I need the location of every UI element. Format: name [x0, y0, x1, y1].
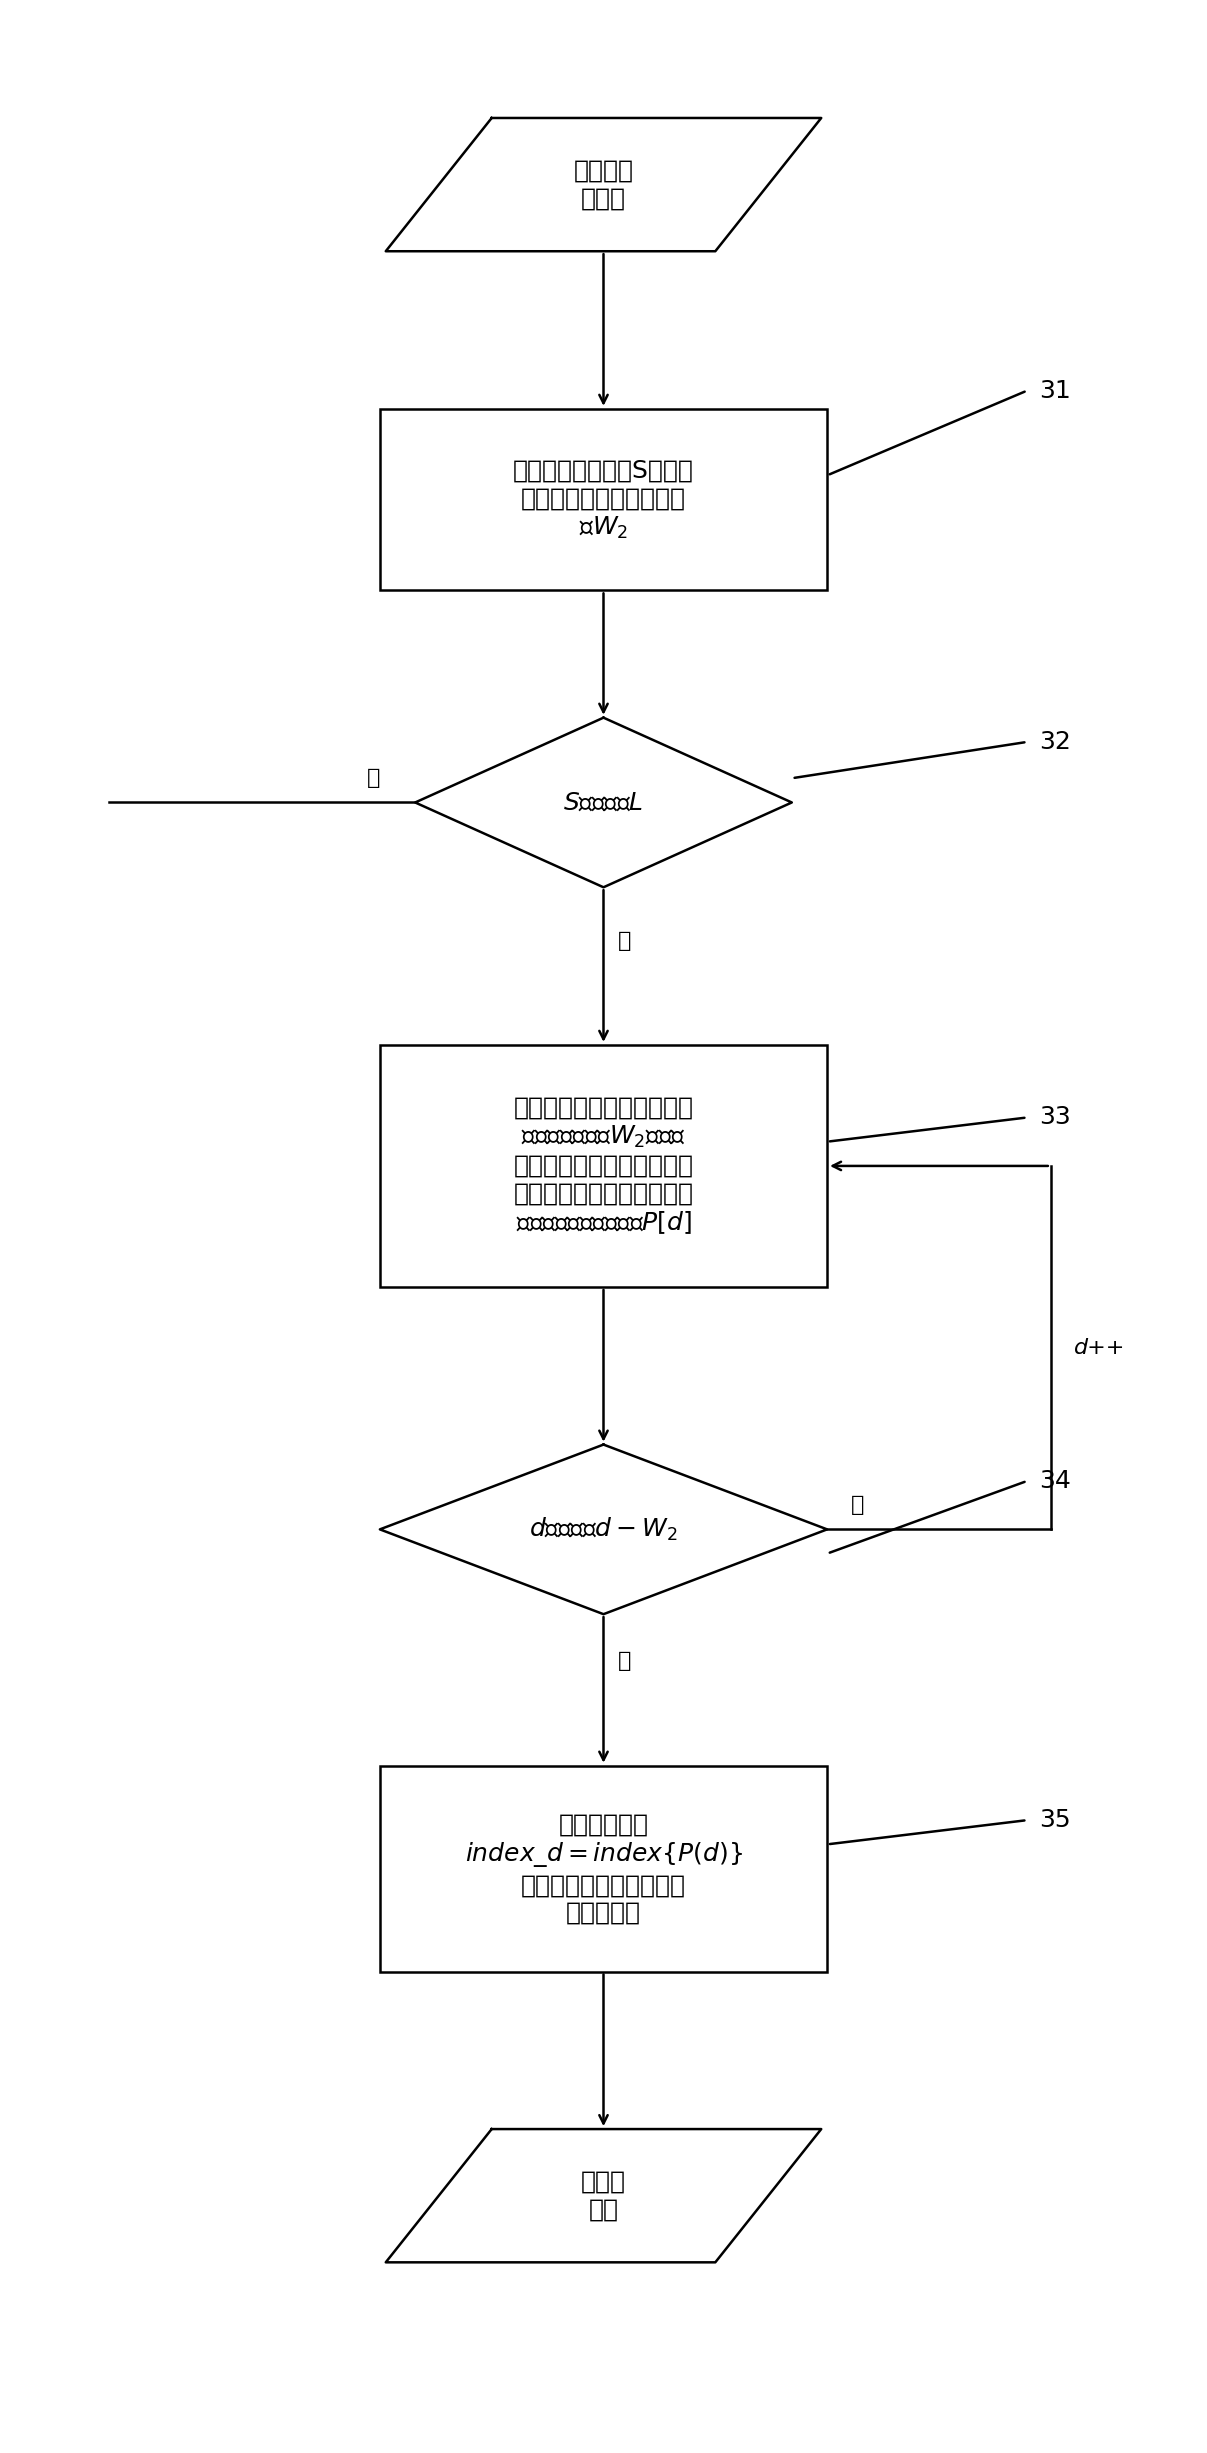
Text: $d$是否大于$d-W_2$: $d$是否大于$d-W_2$ [529, 1516, 678, 1543]
Text: 基带信号从接收信号第一个
数据开始依次取$W_2$个数据
窗口后一半数据取其轭分别
与前一半数据相乘后求和，
再求模得到一个度量值$P[d]$: 基带信号从接收信号第一个 数据开始依次取$W_2$个数据 窗口后一半数据取其轭分… [513, 1096, 694, 1236]
Text: 34: 34 [1039, 1469, 1071, 1494]
Text: 是: 是 [618, 1651, 631, 1670]
Text: 35: 35 [1039, 1808, 1071, 1832]
Text: 精同步
完成: 精同步 完成 [581, 2171, 626, 2222]
FancyBboxPatch shape [380, 1766, 827, 1972]
Text: 否: 否 [367, 768, 380, 787]
Text: 求取代价函数
$index\_d = index\{P(d)\}$
求出相关峰的索引，即为
精同步帧头: 求取代价函数 $index\_d = index\{P(d)\}$ 求出相关峰的… [465, 1813, 742, 1926]
Text: 31: 31 [1039, 378, 1071, 402]
Text: 32: 32 [1039, 731, 1071, 753]
Text: 更新的接
收信号: 更新的接 收信号 [573, 159, 634, 211]
Text: $S$是否大于$L$: $S$是否大于$L$ [564, 790, 643, 814]
Text: 计算接收信号长度S、确定
最小帧长度和滑动窗口大
小$W_2$: 计算接收信号长度S、确定 最小帧长度和滑动窗口大 小$W_2$ [513, 459, 694, 540]
Text: 是: 是 [618, 930, 631, 952]
Text: d++: d++ [1074, 1337, 1126, 1357]
Text: 33: 33 [1039, 1106, 1071, 1128]
FancyBboxPatch shape [380, 1045, 827, 1288]
Text: 否: 否 [851, 1496, 864, 1516]
FancyBboxPatch shape [380, 410, 827, 591]
